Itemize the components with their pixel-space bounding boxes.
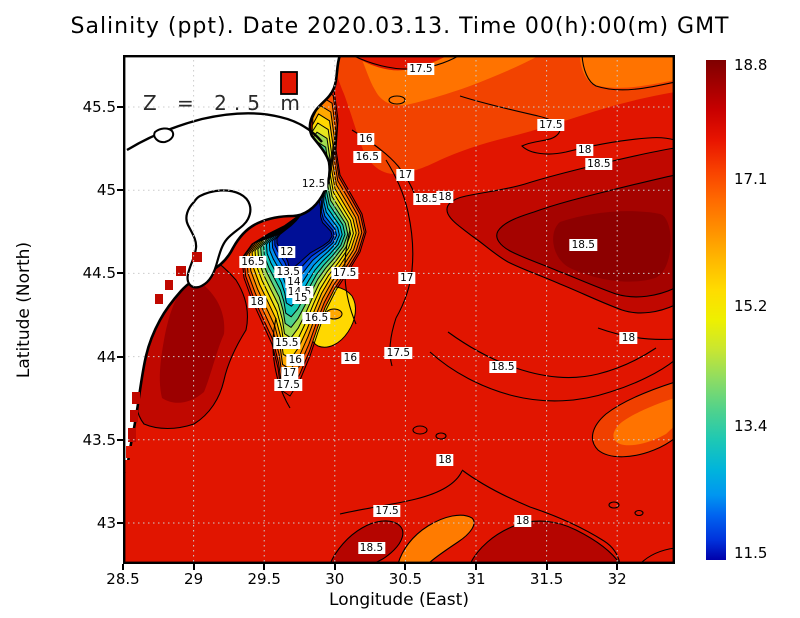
contour-label: 18.5 [357, 541, 386, 554]
contour-label: 18 [248, 295, 266, 308]
region-dark-bottom-right [469, 520, 621, 564]
coast-step-cells-red [124, 446, 134, 472]
y-tick-label: 45 [96, 181, 116, 200]
contour-label: 17.5 [373, 505, 401, 518]
y-tick-mark [117, 355, 123, 358]
x-tick-mark [333, 564, 336, 570]
depth-annotation: Z = 2.5 m [143, 91, 307, 115]
contour-label: 17.5 [407, 62, 435, 75]
plot-frame [123, 55, 675, 564]
contour-label: 18.5 [585, 157, 613, 170]
y-tick-mark [117, 106, 123, 108]
y-tick-label: 44 [96, 347, 116, 366]
x-tick-mark [545, 564, 548, 570]
contour-label: 16.5 [302, 312, 331, 325]
contour-label: 16 [286, 353, 304, 366]
colorbar-tick-label: 17.1 [734, 169, 768, 188]
contour-label: 18.5 [489, 360, 517, 373]
y-axis-title: Latitude (North) [14, 241, 34, 379]
contour-label: 18 [619, 332, 638, 345]
x-axis-title: Longitude (East) [329, 590, 469, 610]
contour-lines [272, 55, 675, 564]
colorbar-tick-label: 15.2 [734, 296, 768, 315]
coast-step-cells [128, 252, 202, 442]
contour-label: 18 [436, 453, 454, 466]
coastal-cell [280, 71, 298, 95]
y-tick-mark [117, 189, 123, 192]
contour-label: 18 [513, 515, 532, 528]
x-tick-label: 31.5 [529, 570, 564, 588]
contour-label: 17.5 [384, 347, 413, 360]
contour-label: 12 [278, 245, 296, 258]
contour-label: 17 [280, 367, 299, 380]
x-tick-label: 29.5 [247, 570, 281, 588]
contour-label: 16.5 [353, 150, 381, 163]
contour-label: 17 [398, 272, 416, 285]
salinity-heatmap [123, 55, 675, 564]
contour-label: 17 [396, 169, 415, 182]
contour-label: 18 [576, 144, 594, 157]
x-tick-mark [404, 564, 407, 570]
x-tick-label: 30 [325, 570, 345, 588]
x-tick-mark [616, 564, 619, 570]
y-tick-label: 44.5 [82, 264, 116, 283]
region-dark-left-core [159, 282, 225, 403]
y-tick-mark [117, 438, 123, 441]
contour-label: 16 [341, 352, 360, 365]
contour-label: 13.5 [274, 265, 302, 278]
region-orange-topright [580, 55, 675, 88]
region-dark-right-core [553, 211, 671, 282]
contour-label: 17.5 [537, 119, 565, 132]
land-mass [123, 55, 342, 474]
colorbar [706, 60, 726, 560]
x-tick-mark [263, 564, 266, 570]
x-tick-mark [192, 564, 195, 570]
contour-label: 14 [285, 275, 303, 288]
x-tick-label: 32 [607, 570, 627, 588]
contour-label: 15.5 [273, 337, 301, 350]
x-tick-mark [475, 564, 477, 570]
x-tick-label: 31 [466, 570, 486, 588]
contour-label: 12.5 [299, 177, 328, 190]
map-plot-area: Z = 2.5 m 17.5 17.5 18 18.5 16 16.5 17 12.5 18.5… [123, 55, 675, 564]
y-tick-label: 43.5 [82, 430, 116, 449]
lagoon-outline [185, 189, 252, 289]
region-orange-right-core [613, 398, 675, 446]
x-tick-label: 30.5 [388, 570, 423, 588]
x-tick-label: 28.5 [106, 570, 140, 588]
contour-label: 16.5 [239, 255, 267, 268]
page-title: Salinity (ppt). Date 2020.03.13. Time 00… [70, 14, 730, 39]
delta-lake [153, 127, 175, 144]
x-tick-mark [122, 564, 124, 570]
y-tick-mark [117, 522, 123, 524]
colorbar-tick-label: 18.8 [734, 56, 768, 74]
contour-label: 16 [357, 132, 375, 145]
contour-label: 18.5 [569, 239, 597, 252]
y-tick-label: 43 [96, 514, 116, 532]
region-red-top-notch [352, 55, 448, 71]
x-tick-label: 29 [184, 570, 204, 588]
land-coastline [123, 55, 342, 474]
y-tick-label: 45.5 [82, 98, 116, 116]
contour-label: 18.5 [412, 192, 441, 205]
region-orange-bottom-streak [397, 514, 475, 564]
colorbar-tick-label: 13.4 [734, 416, 768, 435]
contour-label: 17.5 [274, 378, 302, 391]
contour-label: 15 [292, 292, 310, 305]
colorbar-tick-label: 11.5 [734, 544, 768, 562]
contour-label: 17.5 [330, 267, 359, 280]
contour-label: 18 [436, 190, 454, 203]
y-tick-mark [117, 272, 123, 275]
